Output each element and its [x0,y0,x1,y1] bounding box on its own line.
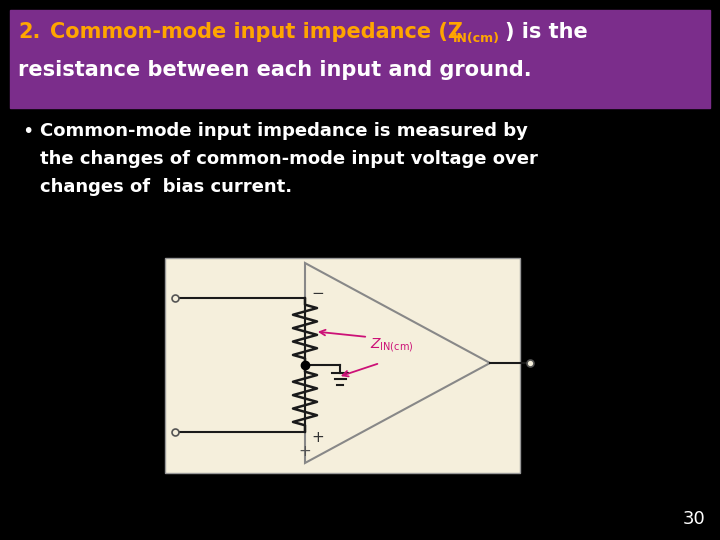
Polygon shape [305,263,490,463]
Text: +: + [299,444,311,459]
Text: •: • [22,122,33,141]
Text: Common-mode input impedance is measured by: Common-mode input impedance is measured … [40,122,528,140]
Text: the changes of common-mode input voltage over: the changes of common-mode input voltage… [40,150,538,168]
Text: changes of  bias current.: changes of bias current. [40,178,292,196]
Text: 2.: 2. [18,22,40,42]
FancyBboxPatch shape [10,10,710,108]
FancyBboxPatch shape [165,258,520,473]
Text: 30: 30 [683,510,705,528]
Text: IN(cm): IN(cm) [453,32,500,45]
Text: $Z_{\rm IN(cm)}$: $Z_{\rm IN(cm)}$ [370,336,413,354]
Text: ) is the: ) is the [505,22,588,42]
Text: Common-mode input impedance (Z: Common-mode input impedance (Z [50,22,463,42]
Text: −: − [311,286,324,301]
Text: +: + [311,430,324,445]
Text: resistance between each input and ground.: resistance between each input and ground… [18,60,531,80]
